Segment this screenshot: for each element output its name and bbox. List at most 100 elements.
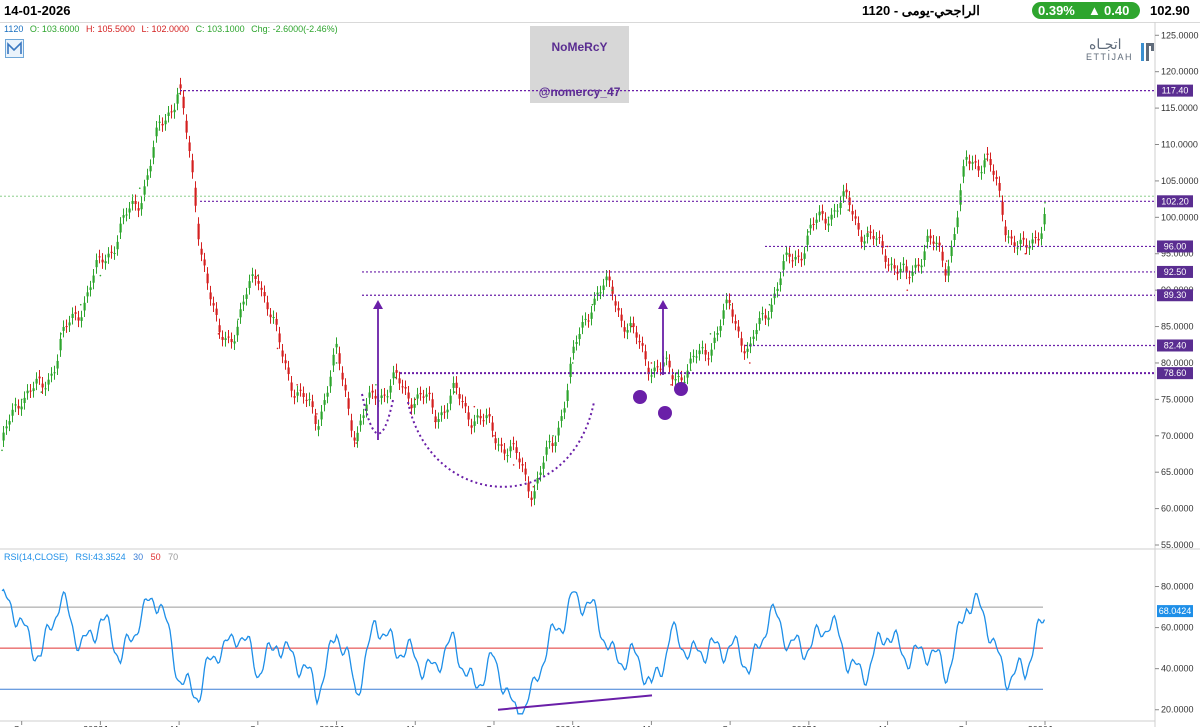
price-candle-body <box>518 458 521 463</box>
cup-arc <box>407 401 595 488</box>
price-candle-body <box>524 468 527 475</box>
price-candle-body <box>1013 242 1016 247</box>
price-candle-body <box>434 416 437 423</box>
price-point <box>630 325 633 328</box>
price-candle-body <box>431 399 434 408</box>
price-candle-body <box>95 260 98 268</box>
chart-app-icon[interactable] <box>5 39 24 58</box>
price-candle-body <box>569 363 572 377</box>
ettijah-mark-icon <box>1141 43 1154 61</box>
price-candle-body <box>53 372 56 374</box>
price-candle-body <box>65 326 68 328</box>
price-candle-body <box>593 298 596 305</box>
price-candle-body <box>116 241 119 250</box>
price-candle-body <box>305 399 308 401</box>
price-point <box>20 398 23 401</box>
price-point <box>611 289 613 291</box>
price-point <box>434 420 436 423</box>
ohlc-close: C: 103.1000 <box>195 24 245 34</box>
price-candle-body <box>182 96 185 109</box>
price-candle-body <box>893 265 896 269</box>
price-candle-body <box>143 186 146 195</box>
price-candle-body <box>449 395 452 404</box>
price-point <box>257 274 259 277</box>
price-candle-body <box>221 336 224 340</box>
price-candle-body <box>119 223 122 233</box>
price-candle-body <box>392 372 395 379</box>
price-candle-body <box>131 200 134 204</box>
price-y-tick-label: 90.0000 <box>1161 285 1194 295</box>
price-candle-body <box>1004 226 1007 236</box>
price-point <box>158 129 161 131</box>
price-candle-body <box>485 415 488 419</box>
price-candle-body <box>719 326 722 331</box>
price-candle-body <box>629 323 632 326</box>
level-label: 117.40 <box>1162 86 1189 96</box>
price-candle-body <box>500 444 503 446</box>
level-label-bg <box>1157 289 1193 302</box>
price-candle-body <box>458 394 461 399</box>
price-candle-body <box>680 377 683 381</box>
price-candle-body <box>416 394 419 399</box>
price-candle-body <box>494 438 497 444</box>
price-point <box>985 158 987 160</box>
price-candle-body <box>137 208 140 211</box>
rsi-y-tick-label: 20.0000 <box>1161 705 1194 715</box>
price-candle-body <box>875 238 878 240</box>
price-candle-body <box>803 253 806 259</box>
price-y-tick-label: 100.0000 <box>1161 212 1199 222</box>
price-candle-body <box>428 392 431 395</box>
price-candle-body <box>473 421 476 426</box>
price-candle-body <box>308 399 311 401</box>
price-candle-body <box>1037 238 1040 241</box>
change-abs: 0.40 <box>1104 3 1130 18</box>
price-candle-body <box>938 242 941 246</box>
price-candle-body <box>98 256 101 258</box>
price-candle-body <box>164 120 167 125</box>
price-candle-body <box>956 217 959 228</box>
price-candle-body <box>623 327 626 332</box>
rsi-label: RSI(14,CLOSE) <box>4 552 69 562</box>
price-candle-body <box>749 343 752 347</box>
price-candle-body <box>77 317 80 321</box>
price-candle-body <box>809 224 812 229</box>
price-candle-body <box>572 346 575 354</box>
level-label: 89.30 <box>1164 290 1187 300</box>
price-candle-body <box>368 392 371 398</box>
price-candle-body <box>440 412 443 416</box>
price-candle-body <box>533 491 536 499</box>
ohlc-legend: 1120 O: 103.6000 H: 105.5000 L: 102.0000… <box>4 24 342 34</box>
price-point <box>768 303 771 306</box>
price-candle-body <box>596 292 599 295</box>
price-point <box>473 405 476 408</box>
price-candle-body <box>503 449 506 454</box>
price-point <box>709 333 712 335</box>
price-candle-body <box>962 166 965 177</box>
price-candle-body <box>281 350 284 357</box>
price-candle-body <box>41 383 44 388</box>
rsi-divergence-line <box>497 694 653 711</box>
price-candle-body <box>671 375 674 380</box>
price-point <box>138 187 141 189</box>
price-point <box>945 260 948 262</box>
price-candle-body <box>767 317 770 320</box>
price-candle-body <box>326 392 329 397</box>
price-candle-body <box>491 422 494 431</box>
price-candle-body <box>785 252 788 255</box>
price-candle-body <box>362 415 365 419</box>
price-candle-body <box>884 255 887 262</box>
price-candle-body <box>1001 201 1004 215</box>
price-candle-body <box>614 301 617 306</box>
price-candle-body <box>605 276 608 281</box>
price-point <box>1044 201 1046 204</box>
price-candle-body <box>377 400 380 402</box>
price-candle-body <box>692 355 695 357</box>
price-y-tick-label: 65.0000 <box>1161 467 1194 477</box>
price-candle-body <box>206 273 209 284</box>
price-point <box>178 92 180 95</box>
price-candle-body <box>233 341 236 344</box>
price-candle-body <box>716 333 719 335</box>
price-candle-body <box>479 415 482 419</box>
price-candle-body <box>644 351 647 360</box>
price-candle-body <box>110 251 113 253</box>
